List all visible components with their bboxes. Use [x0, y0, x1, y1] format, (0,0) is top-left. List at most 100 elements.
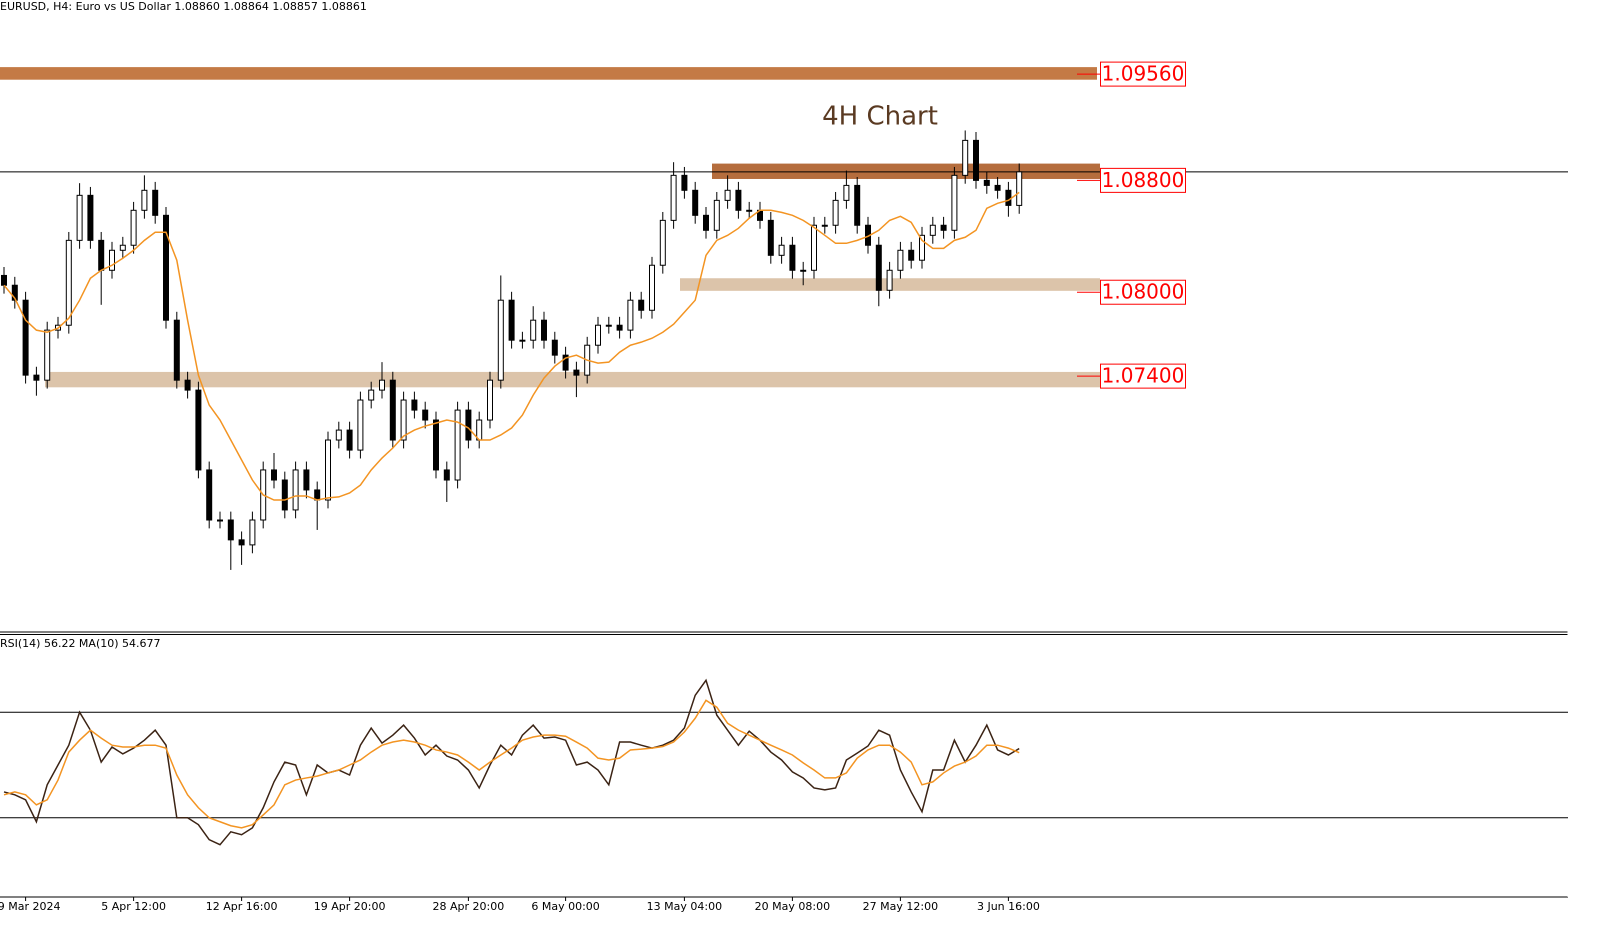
candle-body — [649, 264, 655, 311]
candle-body — [800, 269, 807, 272]
candle-body — [422, 409, 429, 421]
candle-body — [573, 369, 580, 376]
candle-body — [530, 319, 537, 341]
candle-body — [1005, 189, 1012, 206]
candle-body — [735, 189, 742, 211]
candle-body — [973, 139, 979, 181]
candle-body — [11, 284, 18, 301]
candle-body — [227, 519, 234, 541]
candle-body — [292, 469, 299, 511]
candle-body — [994, 184, 1001, 191]
candle-body — [605, 324, 612, 327]
candle-body — [919, 234, 925, 261]
candle-body — [303, 469, 310, 491]
candle-body — [929, 224, 936, 236]
level-label: 1.08000 — [1102, 280, 1185, 304]
candle-body — [465, 409, 472, 441]
x-tick-label: 12 Apr 16:00 — [206, 900, 278, 913]
candle-body — [562, 354, 569, 371]
candle-body — [163, 214, 169, 321]
level-label-box — [1100, 61, 1186, 87]
candle-body — [454, 409, 461, 481]
candle-body — [249, 519, 256, 546]
zone — [0, 67, 1097, 80]
candle-body — [778, 244, 785, 256]
candle-body — [379, 379, 385, 391]
candle-body — [551, 339, 558, 356]
candle-body — [206, 469, 213, 521]
x-tick-label: 5 Apr 12:00 — [101, 900, 166, 913]
candle-body — [789, 244, 796, 271]
level-label-box — [1100, 167, 1186, 193]
candle-body — [519, 339, 526, 342]
candle-body — [724, 189, 731, 201]
candle-body — [595, 324, 601, 346]
candle-body — [692, 189, 699, 216]
candle-body — [962, 139, 969, 176]
candle-body — [109, 249, 115, 271]
candle-body — [152, 189, 159, 216]
candle-body — [44, 329, 51, 381]
x-tick-label: 27 May 12:00 — [863, 900, 938, 913]
indicator-title: RSI(14) 56.22 MA(10) 54.677 — [0, 637, 161, 650]
candle-body — [746, 209, 753, 212]
level-label-box — [1100, 279, 1186, 305]
level-label: 1.09560 — [1102, 62, 1185, 86]
candle-body — [184, 379, 191, 391]
candle-body — [886, 269, 893, 291]
x-tick-label: 3 Jun 16:00 — [977, 900, 1040, 913]
candle-body — [983, 179, 990, 186]
x-tick-label: 6 May 00:00 — [531, 900, 599, 913]
zone — [712, 163, 1100, 179]
candle-body — [389, 379, 396, 441]
zone — [45, 371, 1100, 388]
candle-body — [141, 189, 148, 211]
rsi-line — [3, 678, 1020, 846]
candle-body — [821, 224, 828, 227]
candle-body — [1016, 171, 1023, 206]
candle-body — [238, 539, 245, 546]
candle-body — [811, 224, 817, 271]
x-tick-label: 13 May 04:00 — [647, 900, 722, 913]
candle-body — [173, 319, 180, 381]
candle-body — [908, 249, 915, 261]
candle-body — [659, 219, 666, 266]
candle-body — [119, 244, 126, 251]
candle-body — [897, 249, 904, 271]
candle-body — [497, 299, 504, 381]
x-tick-label: 28 Apr 20:00 — [433, 900, 505, 913]
candle-body — [508, 299, 515, 341]
candle-body — [87, 194, 94, 241]
candle-body — [638, 299, 645, 311]
level-label: 1.07400 — [1102, 364, 1185, 388]
x-tick-label: 20 May 08:00 — [755, 900, 830, 913]
candle-body — [940, 224, 947, 231]
candle-body — [703, 214, 709, 231]
candle-body — [681, 174, 688, 191]
candle-body — [368, 389, 375, 401]
candle-body — [325, 439, 331, 501]
candle-body — [541, 319, 547, 341]
candle-body — [346, 429, 353, 451]
candle-body — [854, 184, 861, 226]
candle-body — [433, 419, 439, 471]
chart-title: 4H Chart — [822, 102, 938, 132]
level-label-box — [1100, 363, 1186, 389]
candle-body — [616, 324, 623, 331]
candle-body — [767, 219, 774, 256]
candle-body — [22, 299, 29, 376]
candle-body — [357, 399, 364, 451]
candle-body — [195, 389, 202, 471]
candle-body — [271, 469, 277, 481]
candle-body — [65, 239, 72, 326]
candle-body — [76, 194, 83, 241]
candle-body — [130, 209, 137, 246]
candle-body — [98, 239, 105, 271]
candle-body — [487, 379, 493, 421]
candle-body — [875, 244, 882, 291]
candle-body — [281, 479, 288, 511]
candle-body — [670, 174, 677, 221]
level-label: 1.08800 — [1102, 168, 1185, 192]
